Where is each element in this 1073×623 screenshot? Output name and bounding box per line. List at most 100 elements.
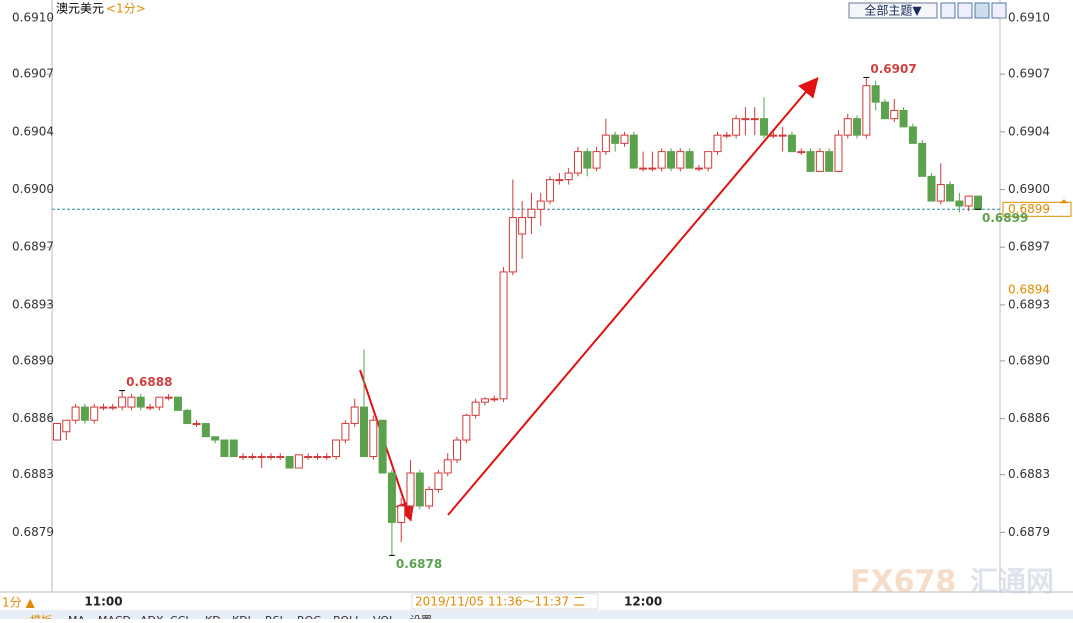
y-tick-label: 0.6900: [12, 182, 54, 196]
y-tick-label-right: 0.6907: [1008, 67, 1050, 81]
tool-icon[interactable]: [991, 2, 1007, 19]
chart-title: 澳元美元: [56, 2, 104, 16]
candle-body: [360, 406, 368, 458]
candle-body: [62, 419, 71, 433]
candle-body: [657, 151, 666, 169]
candle-body: [871, 85, 880, 103]
candle-body: [629, 134, 638, 169]
tool-icon[interactable]: [974, 2, 990, 19]
candle-body: [90, 406, 99, 421]
candle-body: [480, 398, 489, 403]
candle-body: [899, 109, 908, 128]
theme-button-label[interactable]: 全部主题▼: [864, 3, 922, 18]
candle-body: [806, 151, 815, 172]
y-tick-label: 0.6886: [12, 411, 54, 425]
tab[interactable]: 设置: [410, 614, 432, 623]
candle-body: [862, 85, 871, 136]
candle-body: [294, 454, 303, 469]
candle-body: [592, 151, 601, 169]
candle-body: [285, 456, 294, 469]
y-tick-label-right: 0.6900: [1008, 182, 1050, 196]
candle-body: [825, 151, 834, 172]
candle-body: [136, 396, 145, 408]
candle-body: [620, 134, 629, 144]
y-tick-label: 0.6904: [12, 124, 54, 138]
candle-body: [843, 118, 852, 136]
status-box: [411, 593, 599, 610]
candle-body: [453, 439, 462, 461]
y-tick-label-right: 0.6883: [1008, 467, 1050, 481]
candle-body: [266, 456, 275, 459]
candle-body: [918, 142, 927, 177]
tool-icon[interactable]: [940, 2, 956, 19]
theme-button[interactable]: [848, 2, 938, 19]
candle-body: [341, 423, 350, 441]
candle-body: [732, 118, 741, 136]
watermark: FX678: [850, 565, 956, 600]
candle-body: [406, 472, 415, 507]
tab[interactable]: VOL: [373, 614, 396, 623]
candle-body: [685, 151, 694, 169]
candle-body: [750, 118, 759, 121]
candle-body: [499, 271, 508, 400]
candle-body: [173, 396, 182, 411]
y-tick-label: 0.6910: [12, 11, 54, 25]
candle-body: [387, 472, 396, 523]
tab[interactable]: MA: [68, 614, 85, 623]
tab[interactable]: CCI: [170, 614, 189, 623]
candle-body: [760, 118, 769, 136]
candle-body: [555, 179, 564, 182]
candle-body: [304, 456, 313, 459]
candle-body: [350, 406, 359, 425]
candle-body: [778, 134, 787, 137]
cursor-price-label: 0.6894: [1008, 283, 1050, 297]
candle-body: [108, 406, 117, 409]
candle-body: [648, 167, 657, 170]
candle-body: [471, 401, 480, 416]
candle-body: [71, 406, 80, 421]
candle-body: [127, 396, 136, 408]
tool-icon[interactable]: [957, 2, 973, 19]
candle-body: [80, 406, 89, 421]
candle-body: [378, 419, 387, 474]
last-price-box: [1002, 201, 1072, 217]
candle-body: [211, 436, 220, 441]
candle-body: [694, 167, 703, 170]
status-period[interactable]: 1分 ▲: [2, 596, 35, 610]
candle-body: [769, 134, 778, 137]
tab[interactable]: MACD: [98, 614, 131, 623]
tab[interactable]: ROC: [297, 614, 321, 623]
candle-body: [490, 398, 499, 401]
candle-body: [425, 488, 434, 507]
tab[interactable]: RSI: [265, 614, 283, 623]
tab[interactable]: KD: [205, 614, 221, 623]
candle-body: [239, 456, 248, 459]
candle-body: [713, 134, 722, 153]
candle-body: [257, 456, 266, 459]
candle-body: [313, 456, 322, 459]
candle-body: [229, 439, 238, 458]
candle-body: [741, 118, 750, 121]
y-tick-label: 0.6893: [12, 297, 54, 311]
candle-body: [964, 195, 973, 207]
candle-body: [183, 409, 192, 425]
y-tick-label: 0.6879: [12, 525, 54, 539]
y-tick-label: 0.6897: [12, 240, 54, 254]
y-tick-label-right: 0.6890: [1008, 353, 1050, 367]
tab[interactable]: BOLL: [333, 614, 362, 623]
tab[interactable]: KDJ: [232, 614, 251, 623]
y-tick-label-right: 0.6897: [1008, 240, 1050, 254]
watermark: 汇通网: [970, 565, 1054, 598]
candle-body: [927, 175, 936, 202]
candle-body: [201, 423, 210, 438]
candle-body: [573, 151, 582, 174]
candle-body: [676, 151, 685, 169]
candle-body: [415, 472, 424, 507]
candle-body: [536, 200, 545, 210]
annotation: 0.6888: [126, 375, 172, 389]
tab[interactable]: ADX: [140, 614, 164, 623]
tab[interactable]: 模板: [30, 613, 52, 623]
x-tick-label: 12:00: [624, 595, 662, 609]
